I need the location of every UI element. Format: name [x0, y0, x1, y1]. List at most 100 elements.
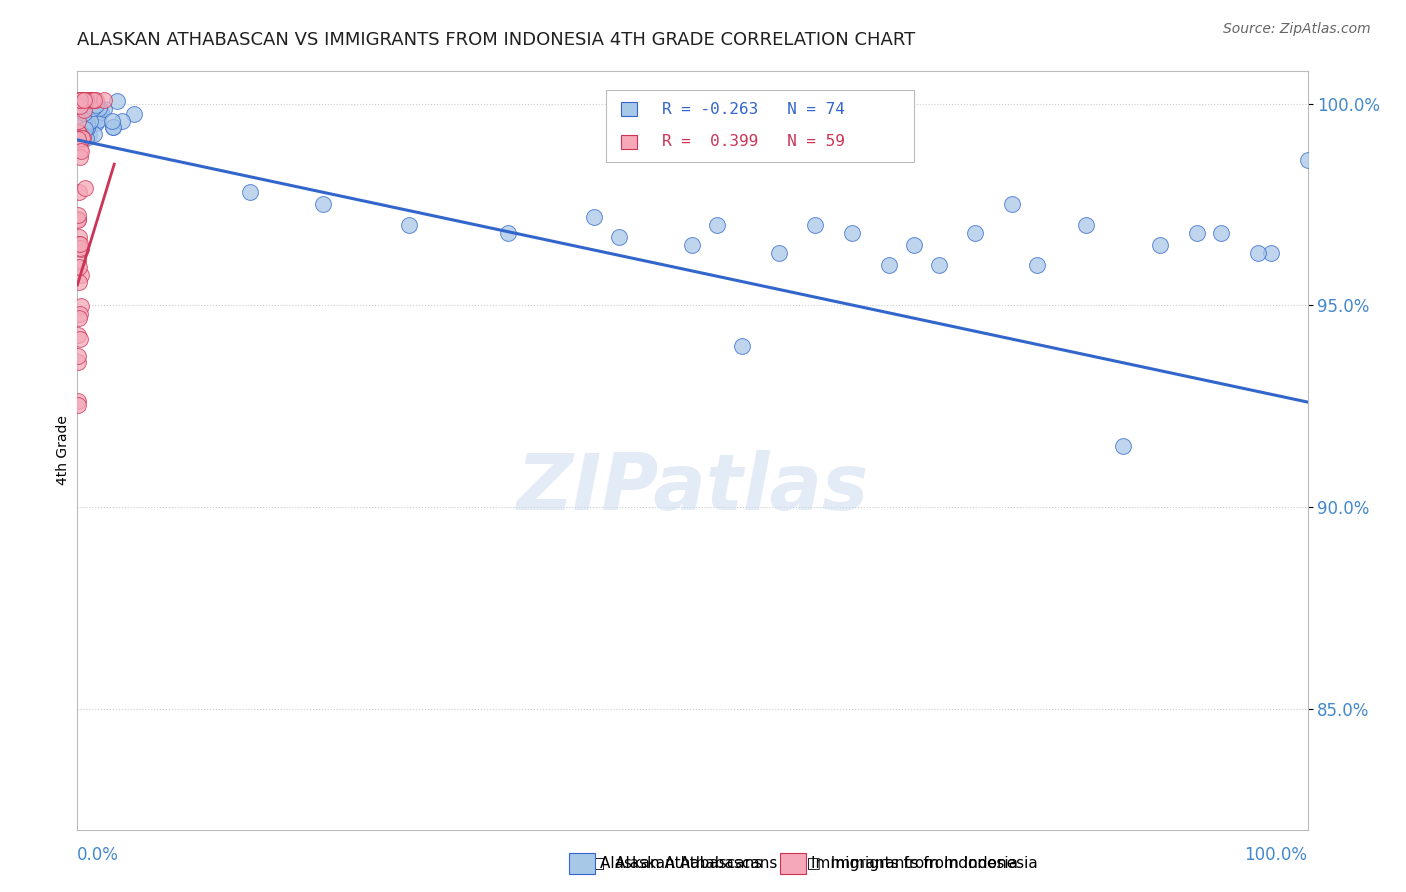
Point [75, 121, 97, 136]
Point [67, 126, 90, 140]
Point [1026, 258, 1049, 272]
Point [76, 120, 98, 135]
Point [70, 129, 93, 144]
Point [76, 93, 98, 107]
Point [804, 218, 827, 232]
Point [93, 93, 115, 107]
Point [69, 307, 91, 321]
Point [101, 120, 124, 135]
Point [70, 109, 93, 123]
Point [1149, 237, 1171, 252]
Point [122, 107, 145, 121]
Point [70, 93, 93, 107]
Point [89, 103, 111, 117]
Point [67, 275, 90, 289]
Point [66, 254, 89, 268]
Point [73, 95, 96, 109]
Point [69, 332, 91, 346]
Point [66, 130, 89, 145]
Point [67, 311, 90, 326]
Point [66, 132, 89, 146]
Point [66, 350, 89, 364]
Point [72, 131, 94, 145]
Point [706, 218, 728, 232]
Point [87, 101, 110, 115]
Point [110, 114, 132, 128]
Point [69, 120, 91, 134]
Point [83, 128, 105, 142]
Point [69, 236, 91, 251]
Point [80, 99, 103, 113]
Point [731, 338, 754, 352]
Point [607, 229, 630, 244]
Point [66, 354, 89, 368]
Point [70, 242, 93, 256]
Point [70, 93, 93, 107]
Point [67, 260, 90, 275]
Point [69, 114, 91, 128]
Point [1001, 197, 1024, 211]
Text: R =  0.399   N = 59: R = 0.399 N = 59 [662, 135, 845, 149]
Point [83, 93, 105, 107]
Text: Alaskan Athabascans: Alaskan Athabascans [600, 856, 762, 871]
Point [79, 114, 101, 128]
Point [67, 95, 90, 109]
Point [77, 103, 100, 117]
Point [82, 101, 104, 115]
Point [496, 226, 519, 240]
Point [312, 197, 335, 211]
Point [75, 93, 97, 107]
Point [69, 241, 91, 255]
Text: □  Alaskan Athabascans      □  Immigrants from Indonesia: □ Alaskan Athabascans □ Immigrants from … [591, 856, 1038, 871]
Point [101, 120, 124, 135]
Text: 0.0%: 0.0% [77, 847, 120, 864]
Point [841, 226, 863, 240]
Point [73, 93, 96, 107]
Point [72, 112, 94, 126]
Point [93, 102, 115, 116]
Point [75, 131, 97, 145]
Point [73, 126, 96, 140]
Point [66, 113, 89, 128]
Point [79, 93, 101, 107]
Point [75, 116, 97, 130]
Point [80, 93, 103, 107]
Point [69, 150, 91, 164]
Point [84, 116, 107, 130]
Point [66, 328, 89, 343]
Point [82, 93, 104, 107]
Point [69, 93, 91, 107]
Point [76, 119, 98, 133]
Point [75, 93, 97, 107]
Text: R = -0.263   N = 74: R = -0.263 N = 74 [662, 102, 845, 117]
Point [67, 185, 90, 199]
Point [682, 237, 704, 252]
Point [70, 99, 93, 113]
Point [67, 93, 90, 107]
Point [1296, 153, 1319, 167]
Text: 100.0%: 100.0% [1244, 847, 1308, 864]
Point [73, 93, 96, 107]
Point [67, 230, 90, 244]
Point [879, 258, 901, 272]
Point [965, 226, 987, 240]
Point [1247, 245, 1270, 260]
Point [69, 93, 91, 107]
Point [83, 112, 105, 126]
Point [72, 130, 94, 145]
Point [1076, 218, 1098, 232]
Point [105, 94, 128, 108]
Point [69, 98, 91, 112]
Point [75, 97, 97, 112]
Point [67, 212, 90, 227]
Point [1260, 245, 1282, 260]
Point [101, 113, 124, 128]
Point [69, 298, 91, 312]
Point [72, 131, 94, 145]
Point [70, 268, 93, 282]
Point [73, 93, 96, 107]
Point [90, 104, 112, 119]
Point [70, 102, 93, 116]
Point [67, 105, 90, 120]
Point [82, 93, 104, 107]
